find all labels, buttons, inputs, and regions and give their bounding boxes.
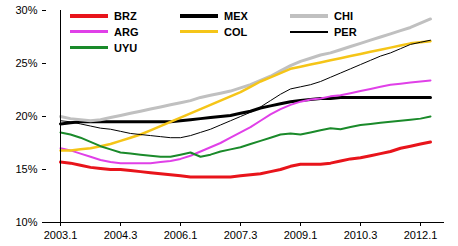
svg-text:2007.3: 2007.3 [224, 229, 258, 241]
html-text:CHI: CHI [334, 9, 353, 22]
svg-text:2009.1: 2009.1 [284, 229, 318, 241]
svg-text:15%: 15% [15, 163, 37, 175]
svg-text:2010.3: 2010.3 [344, 229, 378, 241]
svg-text:2012.1: 2012.1 [404, 229, 438, 241]
html-text:COL: COL [224, 25, 248, 38]
html-text:BRZ: BRZ [114, 9, 137, 22]
svg-text:2004.3: 2004.3 [104, 229, 138, 241]
html-text:MEX: MEX [224, 9, 248, 22]
html-text:UYU: UYU [114, 41, 138, 54]
svg-text:10%: 10% [15, 216, 37, 228]
svg-text:20%: 20% [15, 110, 37, 122]
svg-text:25%: 25% [15, 57, 37, 69]
html-text:PER: PER [334, 25, 357, 38]
svg-text:2003.1: 2003.1 [44, 229, 78, 241]
svg-text:30%: 30% [15, 4, 37, 16]
svg-text:2006.1: 2006.1 [164, 229, 198, 241]
html-text:ARG: ARG [114, 25, 139, 38]
